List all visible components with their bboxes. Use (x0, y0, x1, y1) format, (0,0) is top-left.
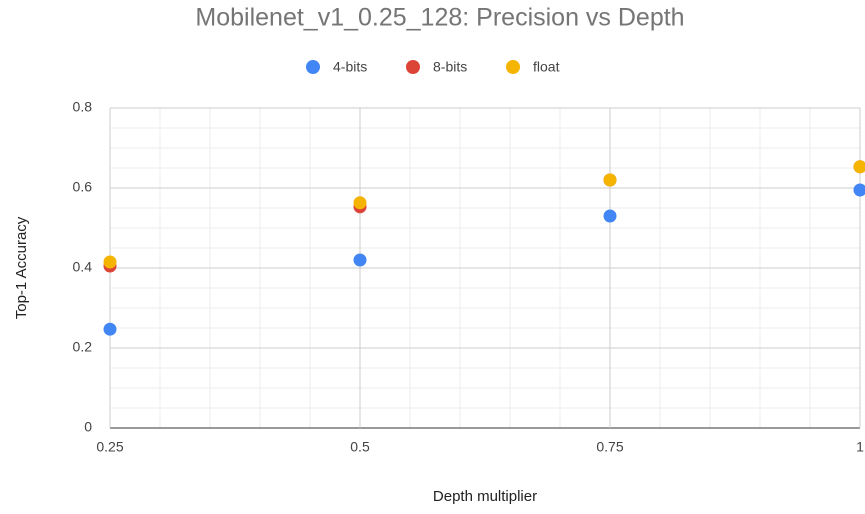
legend-marker (506, 60, 520, 74)
y-tick-label: 0 (84, 419, 92, 435)
point (603, 173, 617, 187)
point (353, 196, 367, 210)
point (853, 160, 865, 174)
x-tick-label: 0.25 (96, 439, 123, 455)
y-tick-label: 0.4 (73, 259, 93, 275)
y-tick-label: 0.6 (73, 179, 93, 195)
y-tick-label: 0.2 (73, 339, 93, 355)
x-tick-label: 0.75 (596, 439, 623, 455)
y-tick-label: 0.8 (73, 99, 93, 115)
legend-label: 8-bits (433, 59, 467, 75)
x-axis-label: Depth multiplier (433, 488, 537, 505)
y-axis-label: Top-1 Accuracy (13, 216, 30, 319)
point (103, 255, 117, 269)
point (853, 183, 865, 197)
legend-label: float (533, 59, 560, 75)
point (103, 322, 117, 336)
point (603, 209, 617, 223)
legend-label: 4-bits (333, 59, 367, 75)
legend-marker (406, 60, 420, 74)
x-tick-label: 0.5 (350, 439, 370, 455)
chart-title: Mobilenet_v1_0.25_128: Precision vs Dept… (195, 4, 684, 32)
x-tick-label: 1 (856, 439, 864, 455)
legend-marker (306, 60, 320, 74)
point (353, 253, 367, 267)
